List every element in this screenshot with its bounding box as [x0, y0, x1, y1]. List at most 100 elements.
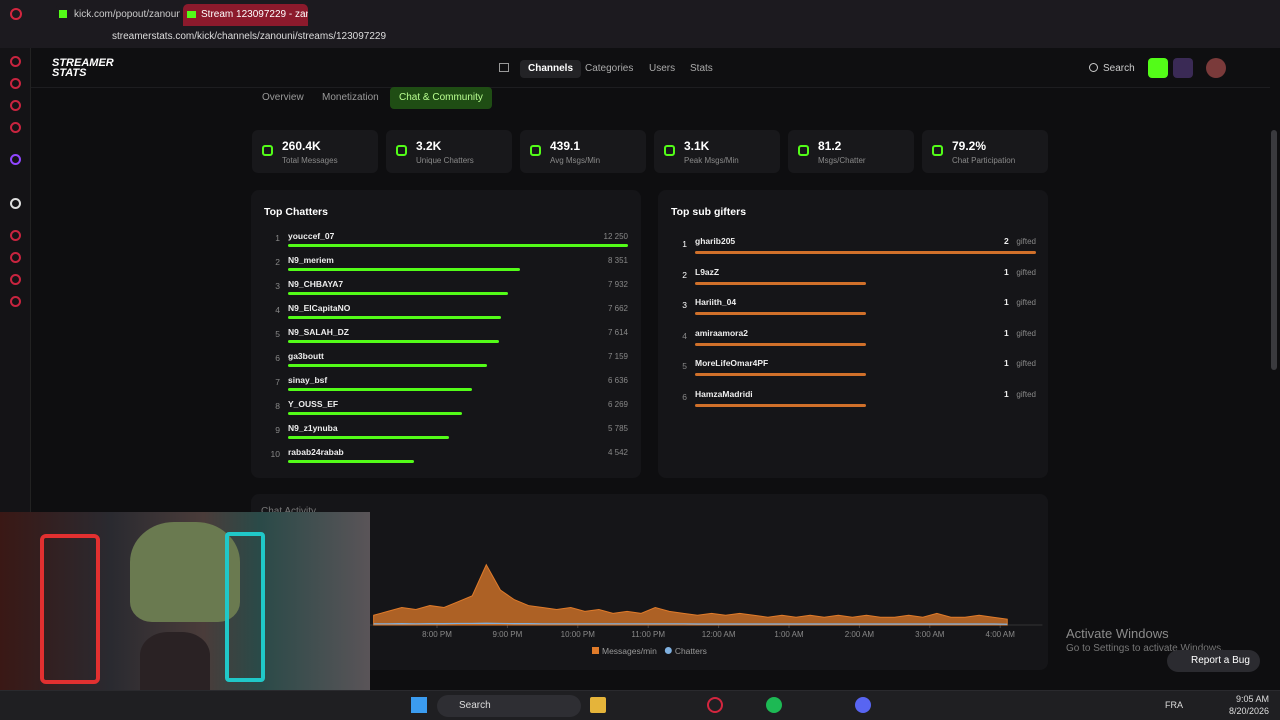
- message-bar: [288, 268, 520, 271]
- gifter-name: gharib205: [695, 236, 736, 246]
- kick-button[interactable]: [1148, 58, 1168, 78]
- clock-date[interactable]: 8/20/2026: [1228, 706, 1269, 716]
- message-bar: [288, 364, 487, 367]
- gifter-name: amiraamora2: [695, 327, 748, 338]
- watermark-title: Activate Windows: [1066, 626, 1169, 641]
- top-gifters-panel: [658, 190, 1048, 478]
- stat-value: 439.1: [550, 139, 581, 153]
- webcam-detail: [40, 534, 100, 684]
- message-bar: [288, 388, 473, 391]
- stat-card: 3.1K Peak Msgs/Min: [654, 130, 780, 173]
- legend-label[interactable]: Messages/min: [602, 646, 657, 656]
- site-logo[interactable]: STREAMER STATS: [52, 57, 114, 79]
- browser-tab-active[interactable]: Stream 123097229 - zanou: [183, 4, 308, 26]
- nav-item-active[interactable]: Channels: [520, 60, 582, 78]
- start-button[interactable]: [411, 697, 427, 713]
- message-bar: [288, 412, 462, 415]
- top-chatters-panel: [251, 190, 641, 478]
- user-avatar[interactable]: [1206, 58, 1226, 78]
- sidebar-icon[interactable]: [10, 230, 21, 241]
- tab-icon: [59, 10, 67, 18]
- rank: 6: [682, 392, 687, 402]
- nav-item[interactable]: Categories: [585, 63, 634, 74]
- stat-label: Msgs/Chatter: [818, 156, 866, 165]
- rank: 8: [275, 401, 280, 411]
- browser-tab[interactable]: kick.com/popout/zanouni/c: [56, 4, 180, 26]
- sidebar-icon[interactable]: [10, 252, 21, 263]
- stat-label: Avg Msgs/Min: [550, 156, 601, 165]
- opera-logo[interactable]: [10, 8, 22, 20]
- subtab[interactable]: Monetization: [322, 92, 379, 103]
- gift-count: 1: [1004, 358, 1009, 369]
- sidebar-icon[interactable]: [10, 154, 21, 165]
- rank: 5: [275, 329, 280, 339]
- message-count: 5 785: [607, 424, 628, 433]
- taskbar-app[interactable]: [707, 697, 723, 713]
- message-count: 6 636: [607, 376, 628, 385]
- sidebar-icon[interactable]: [10, 100, 21, 111]
- stat-icon: [396, 145, 407, 156]
- stat-label: Total Messages: [282, 156, 338, 165]
- message-count: 4 542: [607, 448, 628, 457]
- stat-icon: [530, 145, 541, 156]
- tab-bar: kick.com/popout/zanouni/c Stream 1230972…: [0, 0, 1280, 28]
- stat-label: Peak Msgs/Min: [684, 156, 739, 165]
- rank: 9: [275, 425, 280, 435]
- stat-card: 79.2% Chat Participation: [922, 130, 1048, 173]
- gift-unit: gifted: [1016, 267, 1036, 277]
- webcam-detail: [140, 632, 210, 690]
- subtab-active[interactable]: Chat & Community: [390, 87, 492, 109]
- rank: 5: [682, 361, 687, 372]
- gift-bar: [695, 312, 866, 316]
- stat-card: 260.4K Total Messages: [252, 130, 378, 173]
- nav-item[interactable]: Users: [649, 63, 676, 74]
- report-bug-button[interactable]: Report a Bug: [1167, 650, 1260, 672]
- legend-swatch: [664, 647, 672, 654]
- sidebar-icon[interactable]: [10, 198, 21, 209]
- taskbar-app[interactable]: [855, 697, 871, 713]
- sidebar-icon[interactable]: [10, 56, 21, 67]
- stat-card: 3.2K Unique Chatters: [386, 130, 512, 173]
- stat-card: 439.1 Avg Msgs/Min: [520, 130, 646, 173]
- gift-unit: gifted: [1016, 237, 1036, 246]
- message-count: 7 662: [607, 304, 628, 313]
- taskbar-app[interactable]: [766, 697, 782, 713]
- rank: 10: [270, 449, 280, 459]
- x-tick-label: 9:00 PM: [493, 630, 523, 639]
- sidebar-icon[interactable]: [10, 296, 21, 307]
- language[interactable]: FRA: [1165, 700, 1183, 710]
- url[interactable]: streamerstats.com/kick/channels/zanouni/…: [112, 31, 387, 42]
- sidebar-icon[interactable]: [10, 274, 21, 285]
- rank: 3: [275, 281, 280, 291]
- gift-count: 1: [1004, 327, 1009, 338]
- stat-value: 79.2%: [952, 139, 987, 153]
- taskbar-search[interactable]: Search: [437, 695, 581, 717]
- subtab[interactable]: Overview: [262, 92, 304, 103]
- legend-label[interactable]: Chatters: [675, 646, 707, 656]
- series-line: [373, 622, 1008, 625]
- message-bar: [288, 460, 415, 463]
- clock-time[interactable]: 9:05 AM: [1235, 694, 1269, 704]
- nav-item[interactable]: Stats: [690, 63, 713, 74]
- logo-line: STREAMER: [52, 57, 114, 69]
- message-count: 6 269: [607, 400, 628, 409]
- search-button[interactable]: Search: [1103, 63, 1135, 74]
- chatter-name: rabab24rabab: [288, 447, 344, 457]
- webcam-overlay: [0, 512, 370, 690]
- message-count: 8 351: [607, 256, 628, 265]
- taskbar: Search FRA 9:05 AM 8/20/2026: [0, 690, 1280, 720]
- rank: 2: [682, 269, 687, 280]
- taskbar-app[interactable]: [590, 697, 606, 713]
- chatter-name: ga3boutt: [288, 351, 324, 361]
- sidebar-icon[interactable]: [10, 122, 21, 133]
- search-icon: [1089, 63, 1098, 72]
- stat-value: 81.2: [818, 139, 842, 153]
- home-icon[interactable]: [499, 63, 509, 72]
- twitch-button[interactable]: [1173, 58, 1193, 78]
- sidebar-icon[interactable]: [10, 78, 21, 89]
- watermark-text: Go to Settings to activate Windows.: [1066, 643, 1224, 654]
- stat-icon: [262, 145, 273, 156]
- message-bar: [288, 244, 628, 247]
- message-bar: [288, 292, 509, 295]
